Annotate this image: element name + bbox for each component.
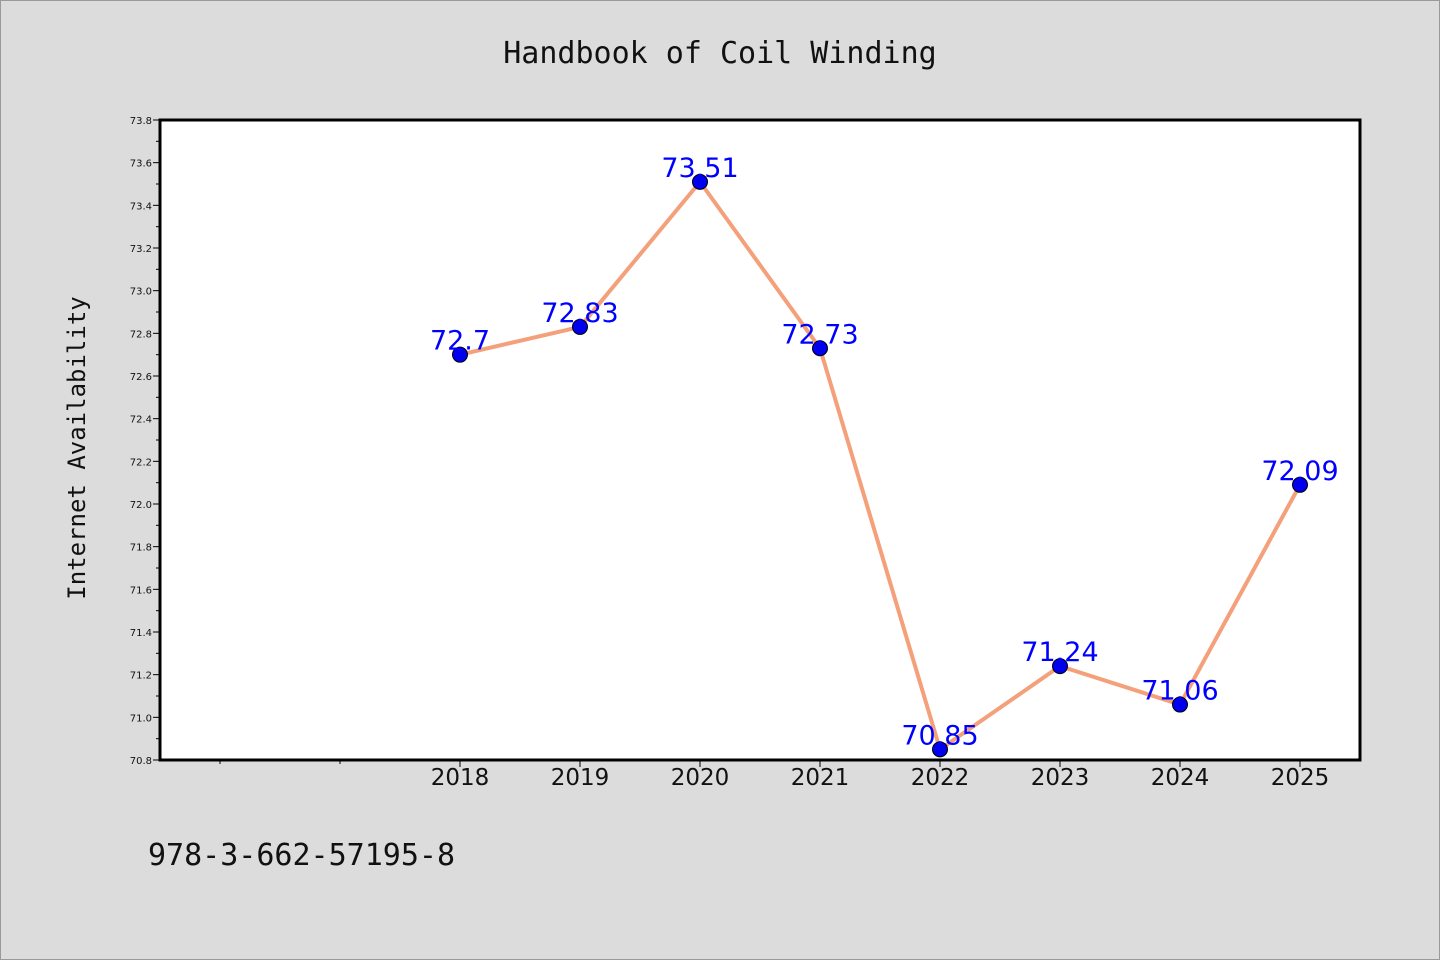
chart-title: Handbook of Coil Winding: [503, 36, 936, 71]
y-tick-label: 73.0: [130, 287, 152, 298]
y-tick-label: 71.6: [130, 585, 152, 596]
isbn-footer: 978-3-662-57195-8: [148, 838, 455, 873]
y-tick-label: 73.2: [130, 244, 152, 255]
series-line-group: [452, 173, 1308, 758]
y-tick-label: 72.0: [130, 500, 152, 511]
data-label: 70.85: [901, 720, 978, 751]
x-tick-label: 2022: [911, 765, 970, 791]
x-tick-label: 2024: [1151, 765, 1210, 791]
data-label: 71.06: [1141, 676, 1218, 707]
data-label: 71.24: [1021, 637, 1098, 668]
y-axis: 70.8 71.0 71.2 71.4 71.6 71.8 72.0 72.2 72.4 72.6…: [130, 116, 160, 767]
x-axis: 2018 2019 2020 2021 2022 2023 2024 2025: [219, 760, 1330, 791]
y-tick-label: 73.6: [130, 159, 152, 170]
y-tick-label: 72.4: [130, 415, 152, 426]
data-point: [692, 173, 708, 190]
y-tick-label: 71.2: [130, 671, 152, 682]
x-tick-label: 2025: [1271, 765, 1330, 791]
x-tick-label: 2020: [671, 765, 730, 791]
data-point: [932, 741, 948, 758]
plot-area: [158, 118, 1362, 762]
x-tick-label: 2023: [1031, 765, 1090, 791]
data-label: 72.83: [541, 298, 618, 329]
y-tick-label: 72.8: [130, 329, 152, 340]
y-tick-label: 70.8: [130, 756, 152, 767]
data-label: 73.51: [661, 153, 738, 184]
y-tick-label: 73.8: [130, 116, 152, 127]
y-axis-label: Internet Availability: [63, 296, 91, 599]
y-tick-label: 73.4: [130, 201, 152, 212]
y-tick-label: 71.8: [130, 543, 152, 554]
data-label: 72.7: [430, 326, 490, 357]
data-label: 72.73: [781, 319, 858, 350]
data-point: [572, 318, 588, 335]
y-tick-label: 72.6: [130, 372, 152, 383]
data-point: [812, 340, 828, 357]
data-point: [1052, 658, 1068, 675]
y-tick-label: 72.2: [130, 457, 152, 468]
x-tick-label: 2018: [431, 765, 490, 791]
x-tick-label: 2021: [791, 765, 850, 791]
data-point: [452, 346, 468, 363]
y-tick-label: 71.4: [130, 628, 152, 639]
data-label: 72.09: [1261, 456, 1338, 487]
data-point: [1292, 476, 1308, 493]
series-line: [459, 179, 1302, 752]
x-tick-label: 2019: [551, 765, 610, 791]
data-label-group: 72.7 72.83 73.51 72.73 70.85 71.24 71.06 72.09: [430, 153, 1339, 751]
y-tick-label: 71.0: [130, 713, 152, 724]
data-point: [1172, 696, 1188, 713]
